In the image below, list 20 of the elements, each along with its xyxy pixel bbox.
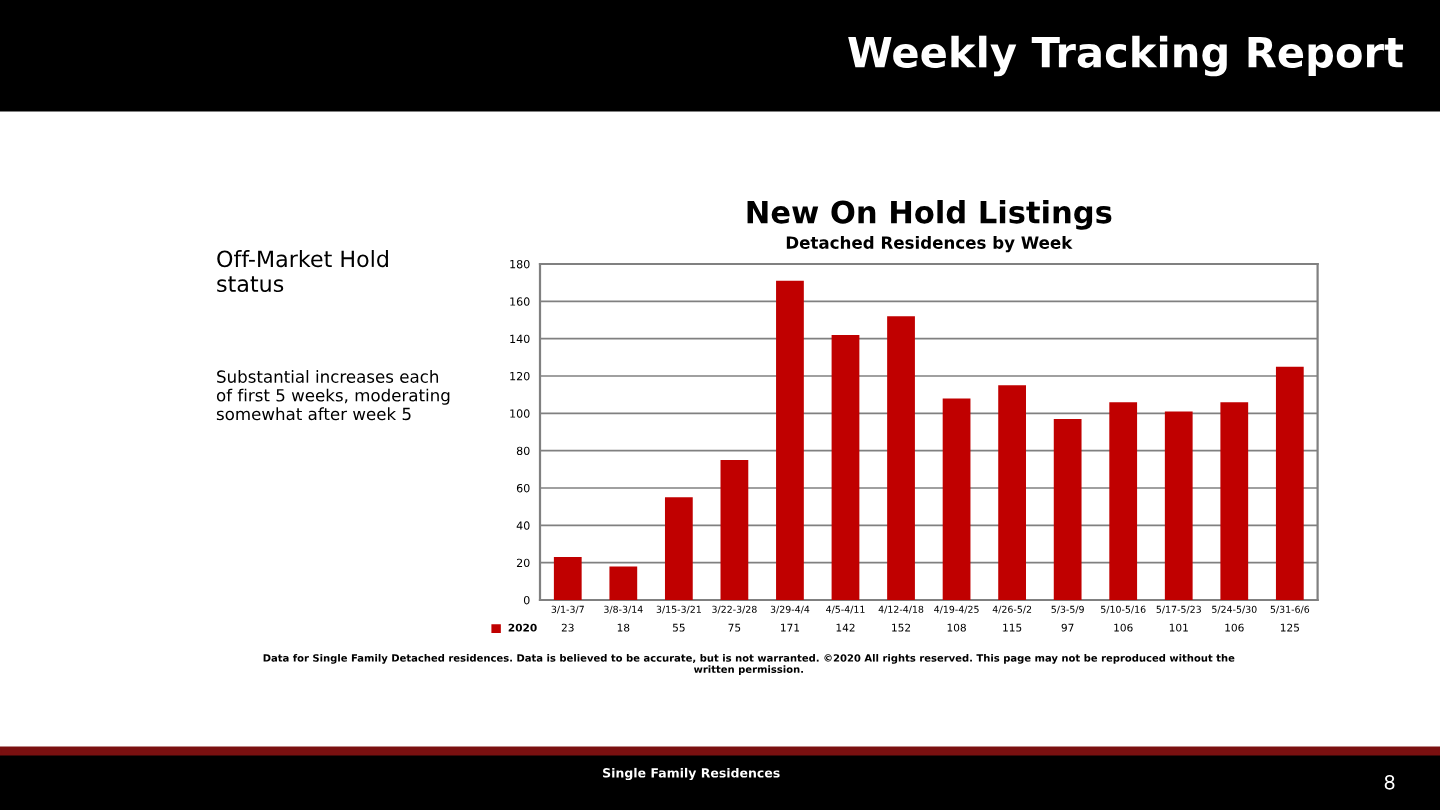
text: Off-Market Hold status [217, 250, 388, 293]
bar [1220, 402, 1249, 600]
bar [664, 497, 693, 600]
text: Substantial increases each of first 5 weeks, moderating somewhat after week 5 [216, 370, 450, 421]
text: Weekly Tracking Report [848, 35, 1404, 77]
bar [1109, 402, 1138, 600]
bar [942, 398, 971, 600]
bar [553, 557, 582, 600]
bar [887, 316, 915, 600]
chart-title: New On Hold Listings [747, 199, 1112, 230]
chart-subtitle: Detached Residences by Week [786, 235, 1073, 253]
bar [720, 460, 749, 600]
bar [998, 385, 1026, 600]
bar [1053, 418, 1082, 600]
text: 8 [1384, 774, 1395, 790]
bar [831, 334, 860, 600]
bar [1164, 411, 1193, 600]
bar [776, 280, 804, 600]
bar [609, 566, 638, 600]
bar [1275, 366, 1304, 600]
